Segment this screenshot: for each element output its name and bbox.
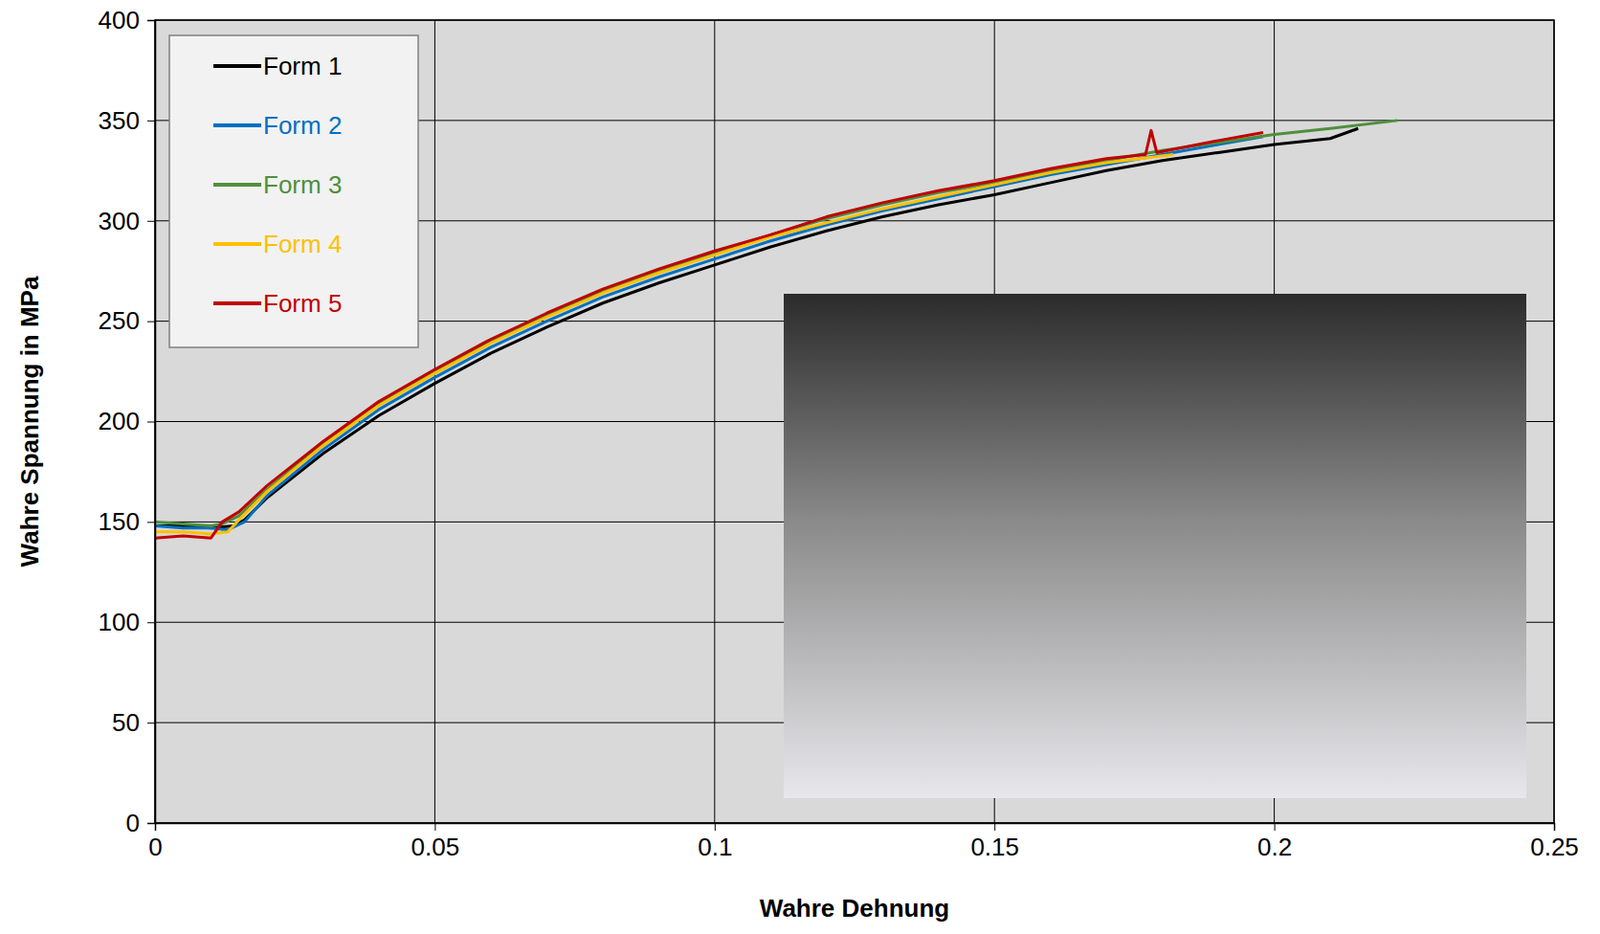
y-tick: 300	[98, 206, 156, 236]
plot-frame	[155, 20, 1555, 823]
y-tick-mark	[147, 622, 156, 623]
x-tick: 0	[148, 822, 162, 862]
y-tick: 250	[98, 306, 156, 335]
y-axis-title: Wahre Spannung in MPa	[15, 275, 45, 567]
chart: 0 0.05 0.1 0.15 0.2 0.25 0 50 100 150 200 250 300 350…	[0, 0, 1600, 934]
x-tick-label: 0.25	[1530, 832, 1579, 862]
x-axis-title: Wahre Dehnung	[759, 893, 950, 923]
x-tick-label: 0	[148, 832, 162, 862]
x-tick-mark	[434, 822, 436, 831]
y-tick-mark	[147, 521, 156, 523]
plot-background	[155, 20, 1555, 823]
y-tick: 0	[126, 808, 156, 838]
x-tick-mark	[994, 822, 996, 831]
y-tick-mark	[147, 120, 156, 122]
y-tick-mark	[147, 20, 156, 22]
x-axis: 0 0.05 0.1 0.15 0.2 0.25	[148, 822, 1579, 862]
legend: Form 1 Form 2 Form 3 Form 4 Form 5	[169, 35, 419, 348]
legend-swatch	[213, 242, 262, 246]
y-tick-label: 400	[98, 5, 140, 35]
x-tick-label: 0.05	[411, 832, 461, 862]
legend-label: Form 1	[263, 51, 342, 81]
legend-label: Form 3	[263, 170, 342, 200]
y-tick-label: 50	[111, 708, 140, 737]
y-tick-label: 150	[98, 507, 140, 536]
x-tick: 0.05	[411, 822, 461, 862]
x-tick-mark	[1554, 822, 1556, 831]
x-axis-line	[155, 823, 1556, 832]
y-tick: 100	[98, 607, 156, 637]
inset-photo	[783, 293, 1527, 799]
y-axis-line	[147, 21, 156, 824]
y-tick: 200	[98, 406, 156, 436]
y-tick-mark	[147, 822, 156, 824]
x-tick-mark	[1274, 822, 1276, 831]
legend-swatch	[213, 123, 262, 128]
y-axis: 0 50 100 150 200 250 300 350 400	[98, 5, 156, 838]
y-tick-mark	[147, 221, 156, 223]
y-tick-mark	[147, 321, 156, 323]
y-tick-label: 0	[126, 808, 140, 838]
legend-label: Form 5	[263, 288, 342, 318]
x-tick: 0.25	[1530, 822, 1579, 862]
y-tick-label: 250	[98, 306, 140, 335]
x-tick-label: 0.1	[697, 832, 733, 862]
y-tick-label: 300	[98, 206, 140, 236]
legend-box	[169, 35, 419, 348]
plot: 0 0.05 0.1 0.15 0.2 0.25 0 50 100 150 200 250 300 350…	[98, 5, 1579, 863]
y-tick-mark	[147, 722, 156, 724]
y-tick: 350	[98, 106, 156, 135]
y-tick-label: 350	[98, 106, 140, 135]
x-tick: 0.15	[970, 822, 1020, 862]
legend-label: Form 4	[263, 229, 342, 259]
x-tick-mark	[714, 822, 716, 831]
legend-label: Form 2	[263, 111, 342, 140]
y-tick-label: 100	[98, 607, 140, 637]
y-tick: 50	[111, 708, 156, 737]
legend-swatch	[213, 182, 262, 187]
x-tick: 0.1	[697, 822, 733, 862]
legend-swatch	[213, 64, 262, 68]
x-tick-label: 0.2	[1257, 832, 1292, 862]
y-tick: 400	[98, 5, 156, 35]
grid	[155, 20, 1555, 823]
x-tick-label: 0.15	[970, 832, 1020, 862]
y-tick-mark	[147, 422, 156, 423]
y-tick: 150	[98, 507, 156, 536]
x-tick: 0.2	[1257, 822, 1292, 862]
legend-swatch	[213, 301, 262, 306]
y-tick-label: 200	[98, 406, 140, 436]
